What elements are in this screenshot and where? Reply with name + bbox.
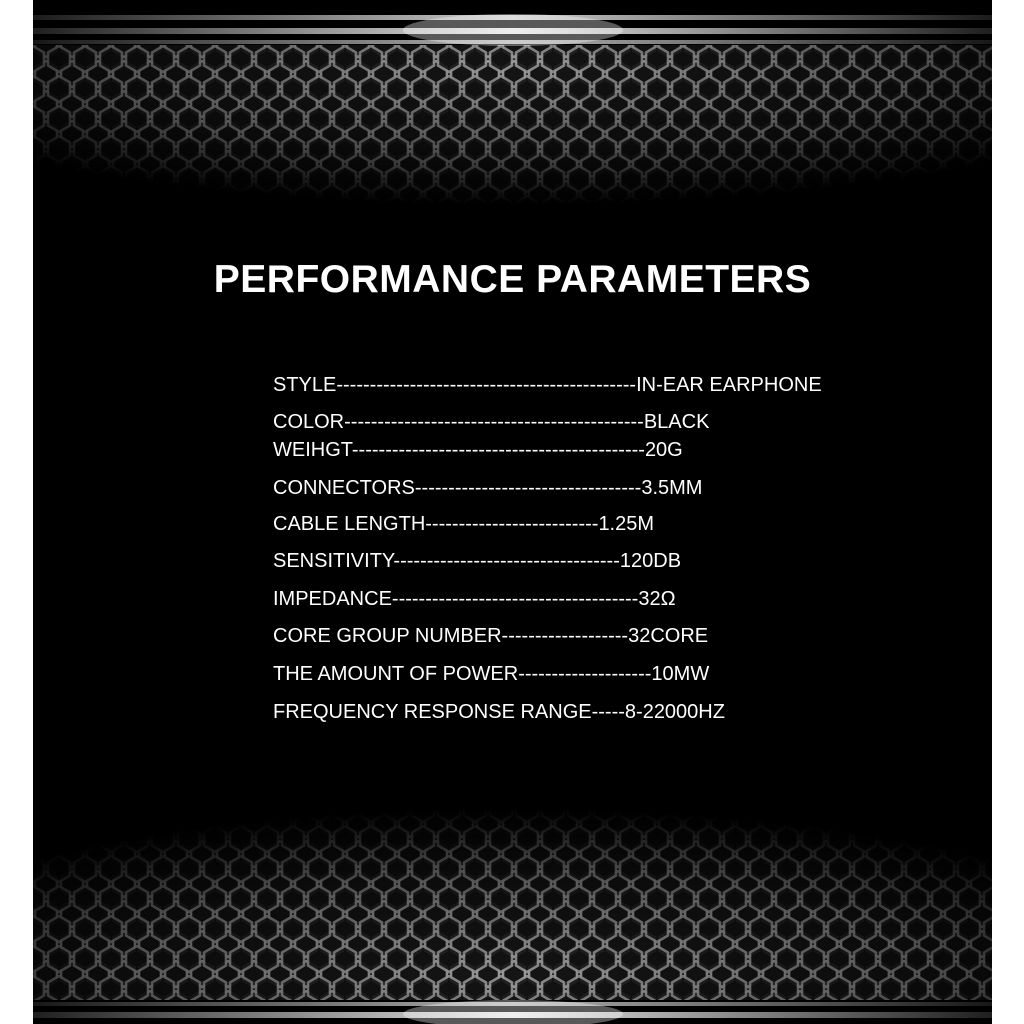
- spec-leader: --------------------: [518, 663, 652, 685]
- spec-label: WEIHGT: [273, 439, 352, 461]
- spec-label: CONNECTORS: [273, 477, 415, 499]
- spec-leader: ----------------------------------------…: [336, 374, 637, 396]
- spec-value: IN-EAR EARPHONE: [636, 374, 822, 396]
- spec-leader: ----------------------------------------…: [351, 439, 645, 461]
- spec-leader: -------------------: [501, 625, 629, 647]
- spec-row-weight: WEIHGT----------------------------------…: [273, 438, 683, 462]
- spec-label: IMPEDANCE: [273, 588, 392, 610]
- hex-mesh-bottom: [33, 760, 992, 1000]
- spec-value: 10MW: [651, 663, 710, 685]
- spec-label: STYLE: [273, 374, 337, 396]
- spec-value: 8-22000HZ: [624, 701, 725, 723]
- light-streaks-bottom: [33, 1000, 992, 1024]
- spec-row-style: STYLE-----------------------------------…: [273, 373, 822, 397]
- spec-leader: ----------------------------------------…: [344, 411, 644, 433]
- spec-row-color: COLOR-----------------------------------…: [273, 410, 709, 434]
- hex-mesh-top: [33, 45, 992, 245]
- spec-row-frequency: FREQUENCY RESPONSE RANGE-----8-22000HZ: [273, 700, 725, 724]
- spec-label: FREQUENCY RESPONSE RANGE: [273, 701, 592, 723]
- spec-value: 32Ω: [638, 588, 676, 610]
- spec-value: 20G: [644, 439, 683, 461]
- spec-label: CORE GROUP NUMBER: [273, 625, 502, 647]
- spec-leader: --------------------------: [425, 513, 599, 535]
- spec-row-core-group: CORE GROUP NUMBER-------------------32CO…: [273, 624, 708, 648]
- spec-value: BLACK: [643, 411, 710, 433]
- light-streaks-top: [33, 14, 992, 46]
- page-title: PERFORMANCE PARAMETERS: [213, 258, 812, 301]
- hex-mesh-background: [33, 14, 992, 1024]
- spec-leader: ----------------------------------: [414, 477, 642, 499]
- spec-label: SENSITIVITY: [273, 550, 394, 572]
- spec-leader: ----------------------------------: [393, 550, 620, 572]
- spec-row-cable-length: CABLE LENGTH--------------------------1.…: [273, 512, 654, 536]
- spec-leader: -------------------------------------: [391, 588, 639, 610]
- spec-row-connectors: CONNECTORS------------------------------…: [273, 476, 702, 500]
- spec-label: COLOR: [273, 411, 345, 433]
- spec-value: 120DB: [619, 550, 682, 572]
- spec-value: 1.25M: [598, 513, 655, 535]
- spec-leader: -----: [591, 701, 625, 723]
- spec-label: CABLE LENGTH: [273, 513, 426, 535]
- spec-value: 32CORE: [628, 625, 709, 647]
- spec-panel: PERFORMANCE PARAMETERS STYLE------------…: [33, 0, 992, 1024]
- spec-label: THE AMOUNT OF POWER: [273, 663, 519, 685]
- spec-value: 3.5MM: [641, 477, 703, 499]
- spec-row-power: THE AMOUNT OF POWER--------------------1…: [273, 662, 709, 686]
- spec-row-impedance: IMPEDANCE-------------------------------…: [273, 587, 676, 611]
- spec-row-sensitivity: SENSITIVITY-----------------------------…: [273, 549, 681, 573]
